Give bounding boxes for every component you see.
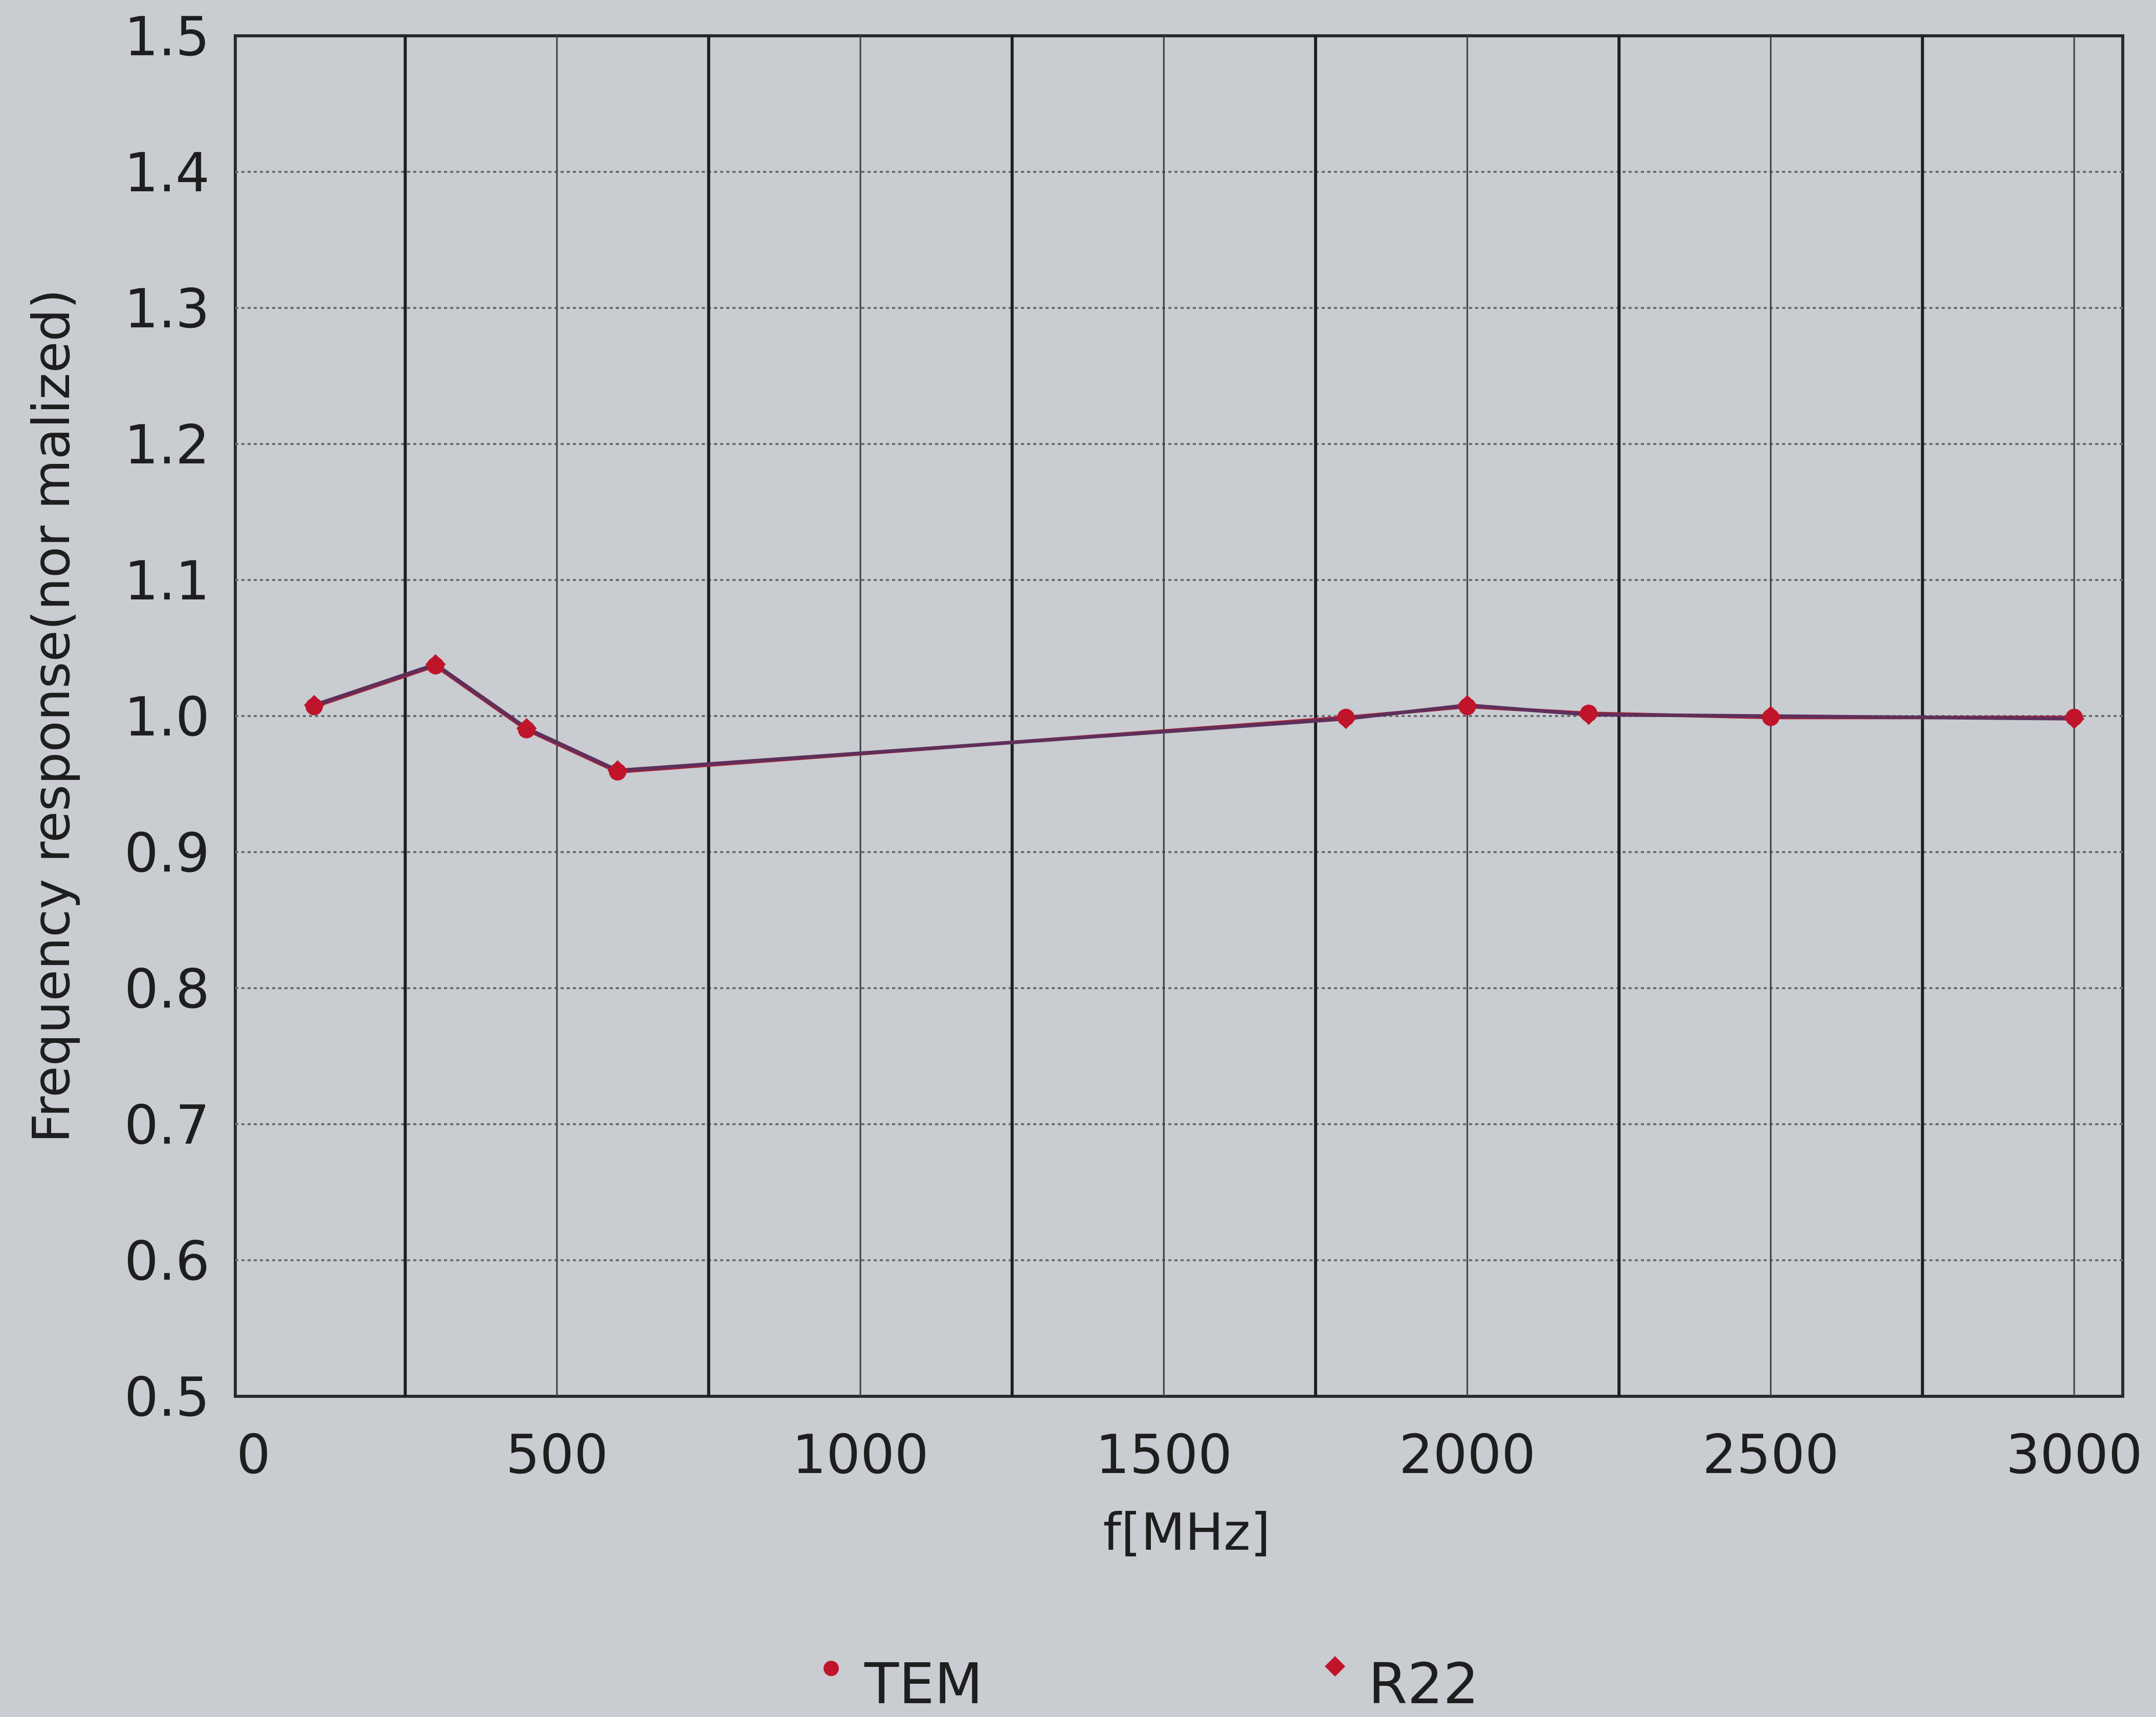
x-tick-label-4: 2000 — [1399, 1423, 1536, 1486]
y-tick-label-6: 1.1 — [124, 550, 210, 612]
data-point-r22-3 — [607, 760, 628, 781]
y-tick-label-0: 0.5 — [124, 1366, 210, 1429]
x-tick-label-2: 1000 — [792, 1423, 928, 1486]
data-point-r22-0 — [304, 695, 325, 716]
x-tick-label-1: 500 — [506, 1423, 608, 1486]
data-point-r22-6 — [1578, 704, 1599, 725]
y-tick-label-4: 0.9 — [124, 822, 210, 884]
y-tick-label-3: 0.8 — [124, 958, 210, 1020]
data-point-r22-7 — [1760, 706, 1781, 726]
y-tick-label-9: 1.4 — [124, 142, 210, 204]
x-tick-label-5: 2500 — [1702, 1423, 1839, 1486]
legend-label-r22: R22 — [1368, 1651, 1479, 1715]
legend-marker-tem — [824, 1661, 839, 1676]
data-point-r22-5 — [1457, 695, 1478, 716]
x-tick-labels: 0 500 1000 1500 2000 2500 3000 — [236, 1423, 2143, 1486]
x-axis-title: f[MHz] — [1103, 1502, 1270, 1562]
data-point-r22-4 — [1336, 708, 1357, 729]
x-tick-label-6: 3000 — [2006, 1423, 2142, 1486]
y-tick-label-5: 1.0 — [124, 686, 210, 748]
y-tick-labels: 0.5 0.6 0.7 0.8 0.9 1.0 1.1 1.2 1.3 1.4 1.5 — [124, 6, 210, 1429]
y-tick-label-8: 1.3 — [124, 278, 210, 340]
y-tick-label-7: 1.2 — [124, 414, 210, 476]
y-tick-label-2: 0.7 — [124, 1094, 210, 1156]
x-tick-label-0: 0 — [236, 1423, 271, 1486]
y-tick-label-10: 1.5 — [124, 6, 210, 68]
data-point-r22-2 — [516, 718, 537, 739]
data-point-r22-8 — [2064, 708, 2085, 729]
series — [304, 654, 2085, 781]
data-point-r22-1 — [425, 654, 446, 675]
legend-marker-r22 — [1325, 1656, 1345, 1677]
x-tick-label-3: 1500 — [1096, 1423, 1232, 1486]
y-tick-label-1: 0.6 — [124, 1230, 210, 1292]
legend: TEM R22 — [824, 1651, 1479, 1716]
legend-label-tem: TEM — [864, 1651, 983, 1715]
y-axis-title: Frequency response(nor malized) — [21, 289, 81, 1143]
grid — [235, 36, 2123, 1396]
